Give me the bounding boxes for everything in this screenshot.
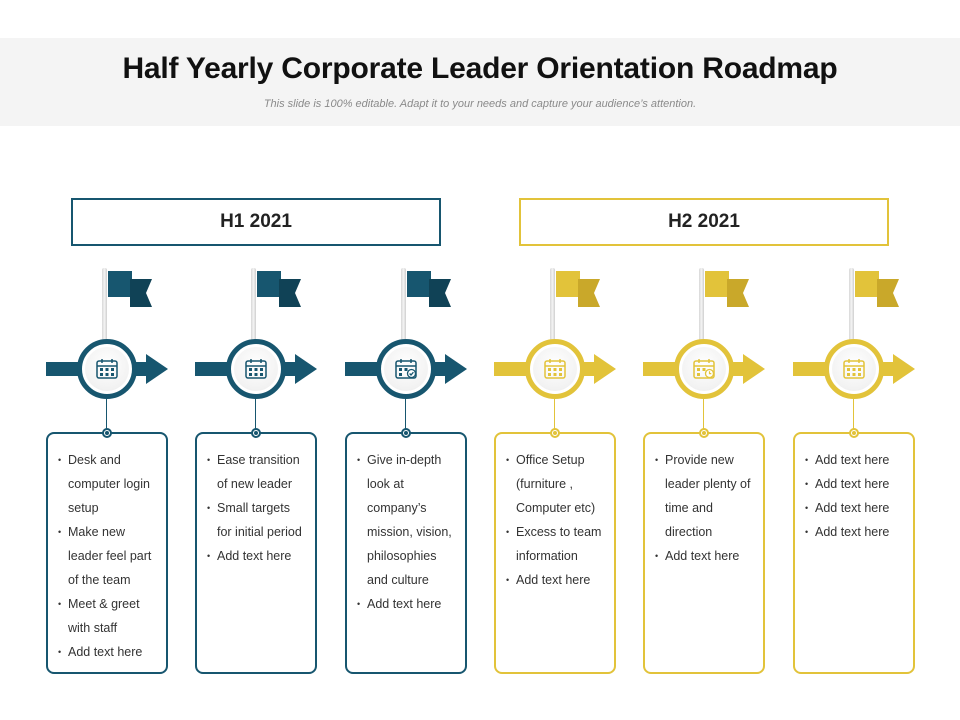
flag-icon xyxy=(407,271,451,307)
roadmap-step-2: Ease transition of new leader Small targ… xyxy=(195,268,317,676)
flag-icon xyxy=(705,271,749,307)
calendar-icon xyxy=(544,359,566,379)
step-card: Desk and computer login setup Make new l… xyxy=(46,432,168,674)
calendar-icon xyxy=(843,359,865,379)
connector-line xyxy=(405,399,406,433)
step-medallion xyxy=(674,339,734,399)
step-list: Provide new leader plenty of time and di… xyxy=(655,448,755,568)
period-h2-box: H2 2021 xyxy=(519,198,889,246)
step-medallion xyxy=(824,339,884,399)
connector-dot xyxy=(550,428,560,438)
flag-icon xyxy=(556,271,600,307)
period-h1-box: H1 2021 xyxy=(71,198,441,246)
flag-icon xyxy=(257,271,301,307)
page-title: Half Yearly Corporate Leader Orientation… xyxy=(122,52,838,85)
step-list: Add text here Add text here Add text her… xyxy=(805,448,905,544)
list-item: Add text here xyxy=(805,448,905,472)
roadmap-step-3: Give in-depth look at company’s mission,… xyxy=(345,268,467,676)
list-item: Excess to team information xyxy=(506,520,606,568)
connector-line xyxy=(106,399,107,433)
connector-line xyxy=(255,399,256,433)
list-item: Make new leader feel part of the team xyxy=(58,520,158,592)
list-item: Desk and computer login setup xyxy=(58,448,158,520)
step-card: Provide new leader plenty of time and di… xyxy=(643,432,765,674)
list-item: Ease transition of new leader xyxy=(207,448,307,496)
flag-pole xyxy=(102,268,107,348)
header-band xyxy=(0,38,960,126)
list-item: Office Setup (furniture , Computer etc) xyxy=(506,448,606,520)
calendar-clock-icon xyxy=(693,359,715,379)
list-item: Add text here xyxy=(805,472,905,496)
list-item: Add text here xyxy=(58,640,158,664)
connector-dot xyxy=(401,428,411,438)
step-card: Give in-depth look at company’s mission,… xyxy=(345,432,467,674)
list-item: Add text here xyxy=(357,592,457,616)
connector-dot xyxy=(699,428,709,438)
list-item: Add text here xyxy=(506,568,606,592)
flag-pole xyxy=(699,268,704,348)
calendar-icon xyxy=(96,359,118,379)
step-list: Desk and computer login setup Make new l… xyxy=(58,448,158,664)
roadmap-step-4: Office Setup (furniture , Computer etc) … xyxy=(494,268,616,676)
list-item: Add text here xyxy=(207,544,307,568)
step-list: Give in-depth look at company’s mission,… xyxy=(357,448,457,616)
calendar-check-icon xyxy=(395,359,417,379)
roadmap-step-6: Add text here Add text here Add text her… xyxy=(793,268,915,676)
step-medallion xyxy=(77,339,137,399)
roadmap-step-5: Provide new leader plenty of time and di… xyxy=(643,268,765,676)
step-medallion xyxy=(525,339,585,399)
roadmap-step-1: Desk and computer login setup Make new l… xyxy=(46,268,168,676)
flag-icon xyxy=(855,271,899,307)
list-item: Add text here xyxy=(805,520,905,544)
step-list: Ease transition of new leader Small targ… xyxy=(207,448,307,568)
list-item: Give in-depth look at company’s mission,… xyxy=(357,448,457,592)
flag-pole xyxy=(849,268,854,348)
calendar-icon xyxy=(245,359,267,379)
step-card: Add text here Add text here Add text her… xyxy=(793,432,915,674)
flag-icon xyxy=(108,271,152,307)
step-medallion xyxy=(376,339,436,399)
list-item: Provide new leader plenty of time and di… xyxy=(655,448,755,544)
step-list: Office Setup (furniture , Computer etc) … xyxy=(506,448,606,592)
connector-line xyxy=(554,399,555,433)
connector-line xyxy=(853,399,854,433)
flag-pole xyxy=(251,268,256,348)
connector-dot xyxy=(849,428,859,438)
page-subtitle: This slide is 100% editable. Adapt it to… xyxy=(263,98,697,110)
step-card: Office Setup (furniture , Computer etc) … xyxy=(494,432,616,674)
step-medallion xyxy=(226,339,286,399)
connector-dot xyxy=(102,428,112,438)
step-card: Ease transition of new leader Small targ… xyxy=(195,432,317,674)
flag-pole xyxy=(550,268,555,348)
connector-dot xyxy=(251,428,261,438)
list-item: Small targets for initial period xyxy=(207,496,307,544)
flag-pole xyxy=(401,268,406,348)
list-item: Add text here xyxy=(805,496,905,520)
list-item: Meet & greet with staff xyxy=(58,592,158,640)
list-item: Add text here xyxy=(655,544,755,568)
connector-line xyxy=(703,399,704,433)
